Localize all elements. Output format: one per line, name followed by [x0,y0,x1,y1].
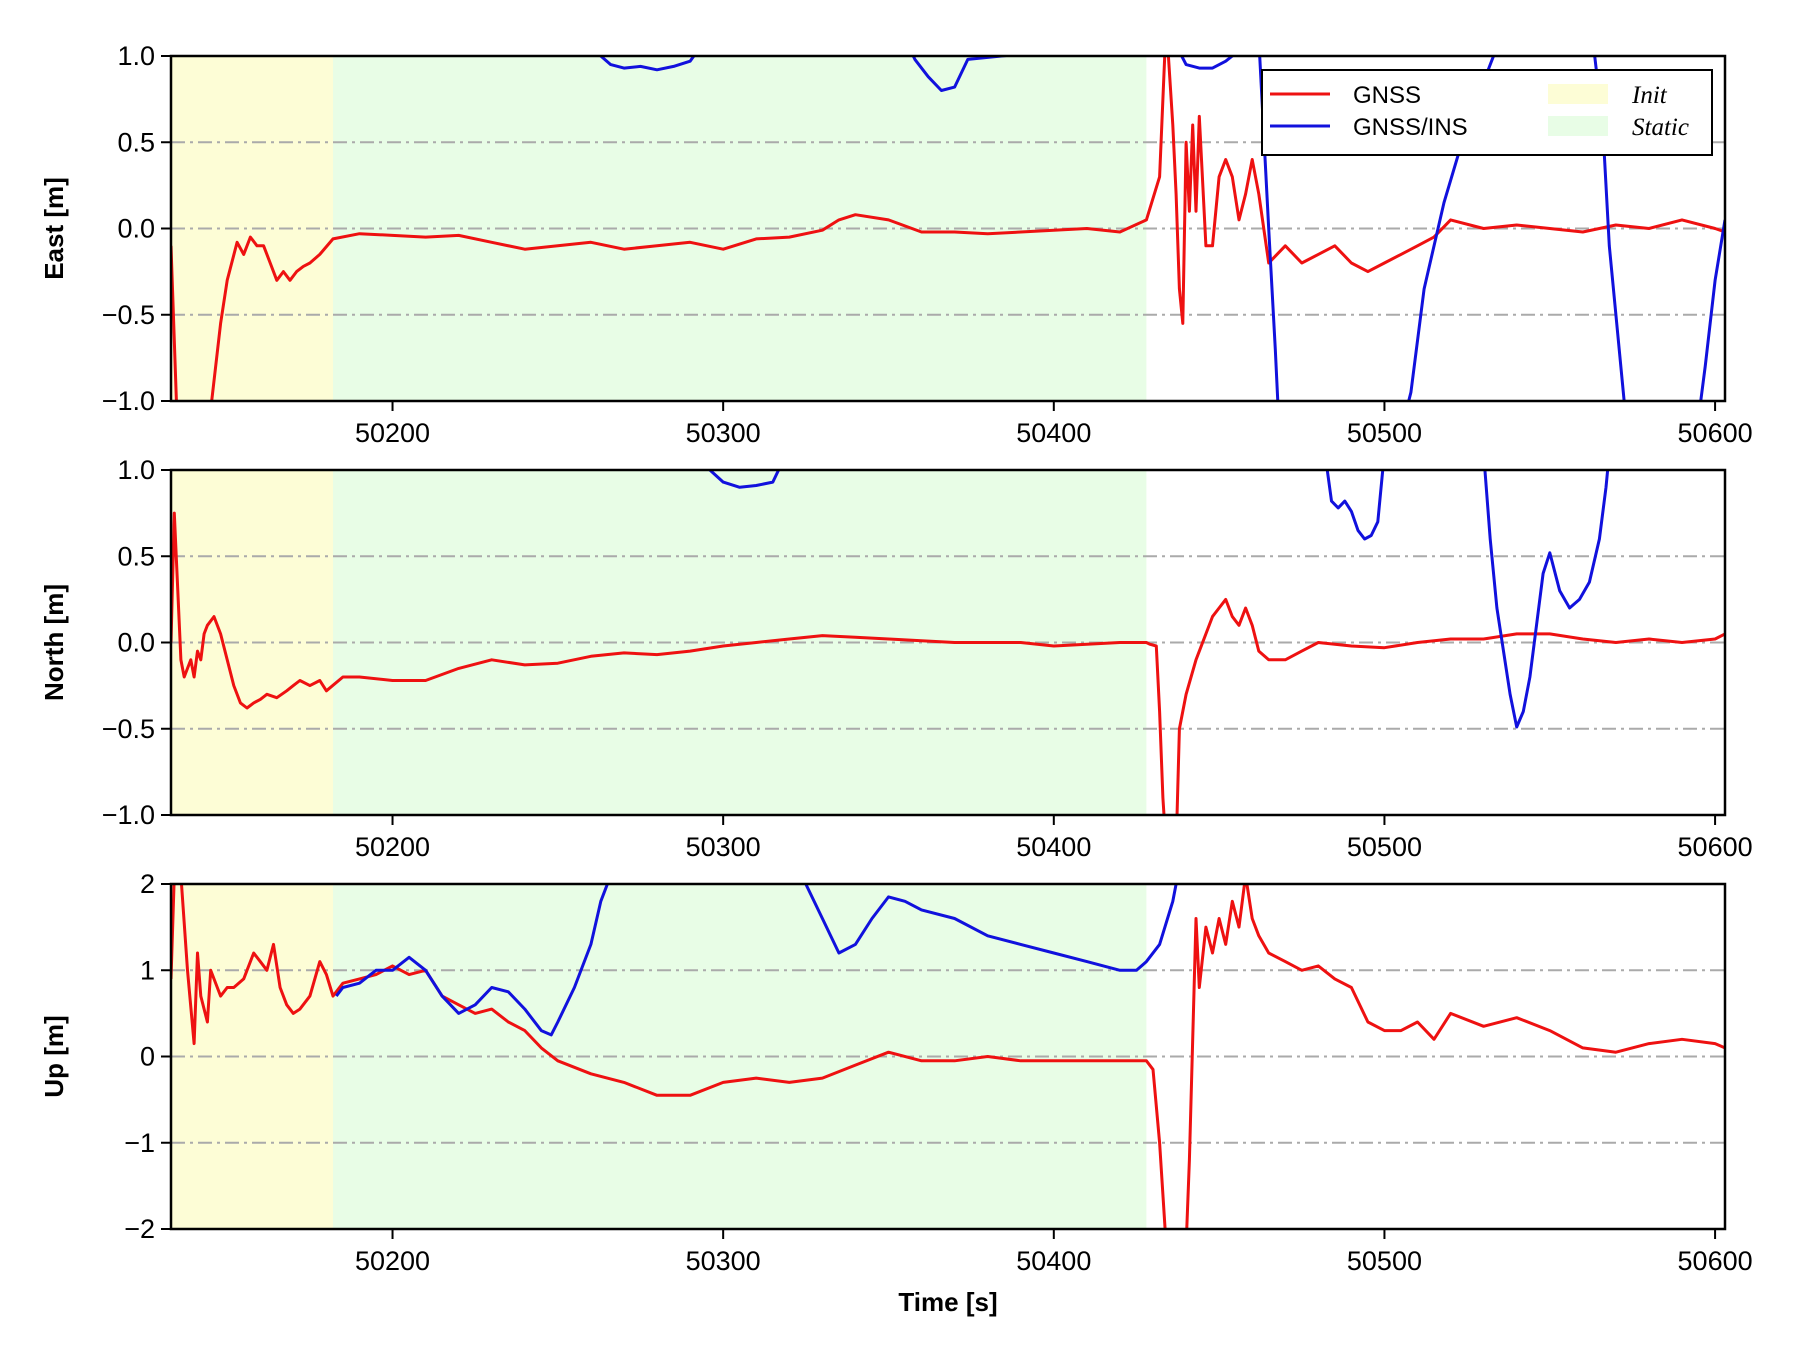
x-tick-label: 50200 [355,832,430,862]
y-tick-label: 0.5 [117,127,155,157]
y-tick-label: −2 [124,1214,155,1244]
series-line-gnss-ins [335,884,1178,1037]
legend-box [1261,69,1713,156]
legend-label-gnss: GNSS [1353,82,1421,109]
x-tick-label: 50500 [1347,1246,1422,1276]
y-tick-label: −0.5 [102,300,155,330]
legend-swatch-static [1548,116,1608,136]
series-line-gnss [171,511,1725,815]
legend-label-gnss-ins: GNSS/INS [1353,114,1468,141]
y-tick-label: 1.0 [117,41,155,71]
y-tick-label: −1 [124,1128,155,1158]
x-tick-label: 50600 [1678,832,1753,862]
x-tick-label: 50600 [1678,418,1753,448]
y-axis-label: East [m] [39,177,69,280]
y-tick-label: −0.5 [102,714,155,744]
x-tick-label: 50400 [1016,1246,1091,1276]
x-tick-label: 50500 [1347,418,1422,448]
y-axis-label: North [m] [39,584,69,701]
x-tick-label: 50400 [1016,418,1091,448]
y-tick-label: 0.0 [117,628,155,658]
y-tick-label: 0 [140,1042,155,1072]
legend-swatch-init [1548,84,1608,104]
y-axis-label: Up [m] [39,1015,69,1097]
panel-3: 50200 50300 50400 50500 50600 −2 −1 0 1 2 Up [m] Ti… [39,869,1753,1317]
legend-label-init: Init [1631,82,1668,109]
series-group [171,884,1725,1229]
series-line-gnss [171,56,1725,401]
panel-1: 50200 50300 50400 50500 50600 −1.0 −0.5 0.0 0.5 1… [39,41,1753,448]
series-group [171,470,1725,815]
x-tick-label: 50500 [1347,832,1422,862]
x-tick-label: 50200 [355,418,430,448]
x-axis-label: Time [s] [898,1287,997,1317]
x-tick-label: 50200 [355,1246,430,1276]
y-tick-label: 0.0 [117,214,155,244]
panel-2: 50200 50300 50400 50500 50600 −1.0 −0.5 0.0 0.5 1… [39,455,1753,862]
x-tick-label: 50300 [686,832,761,862]
y-tick-label: 1.0 [117,455,155,485]
x-tick-label: 50300 [686,1246,761,1276]
series-line-gnss-ins [708,470,1610,729]
x-tick-label: 50600 [1678,1246,1753,1276]
legend: GNSS GNSS/INS Init Static [1261,69,1713,156]
legend-label-static: Static [1632,114,1689,141]
y-tick-label: 2 [140,869,155,899]
y-tick-label: 1 [140,955,155,985]
y-tick-label: −1.0 [102,386,155,416]
x-tick-label: 50300 [686,418,761,448]
y-tick-label: 0.5 [117,541,155,571]
x-tick-label: 50400 [1016,832,1091,862]
series-line-gnss [171,884,1725,1229]
y-tick-label: −1.0 [102,800,155,830]
